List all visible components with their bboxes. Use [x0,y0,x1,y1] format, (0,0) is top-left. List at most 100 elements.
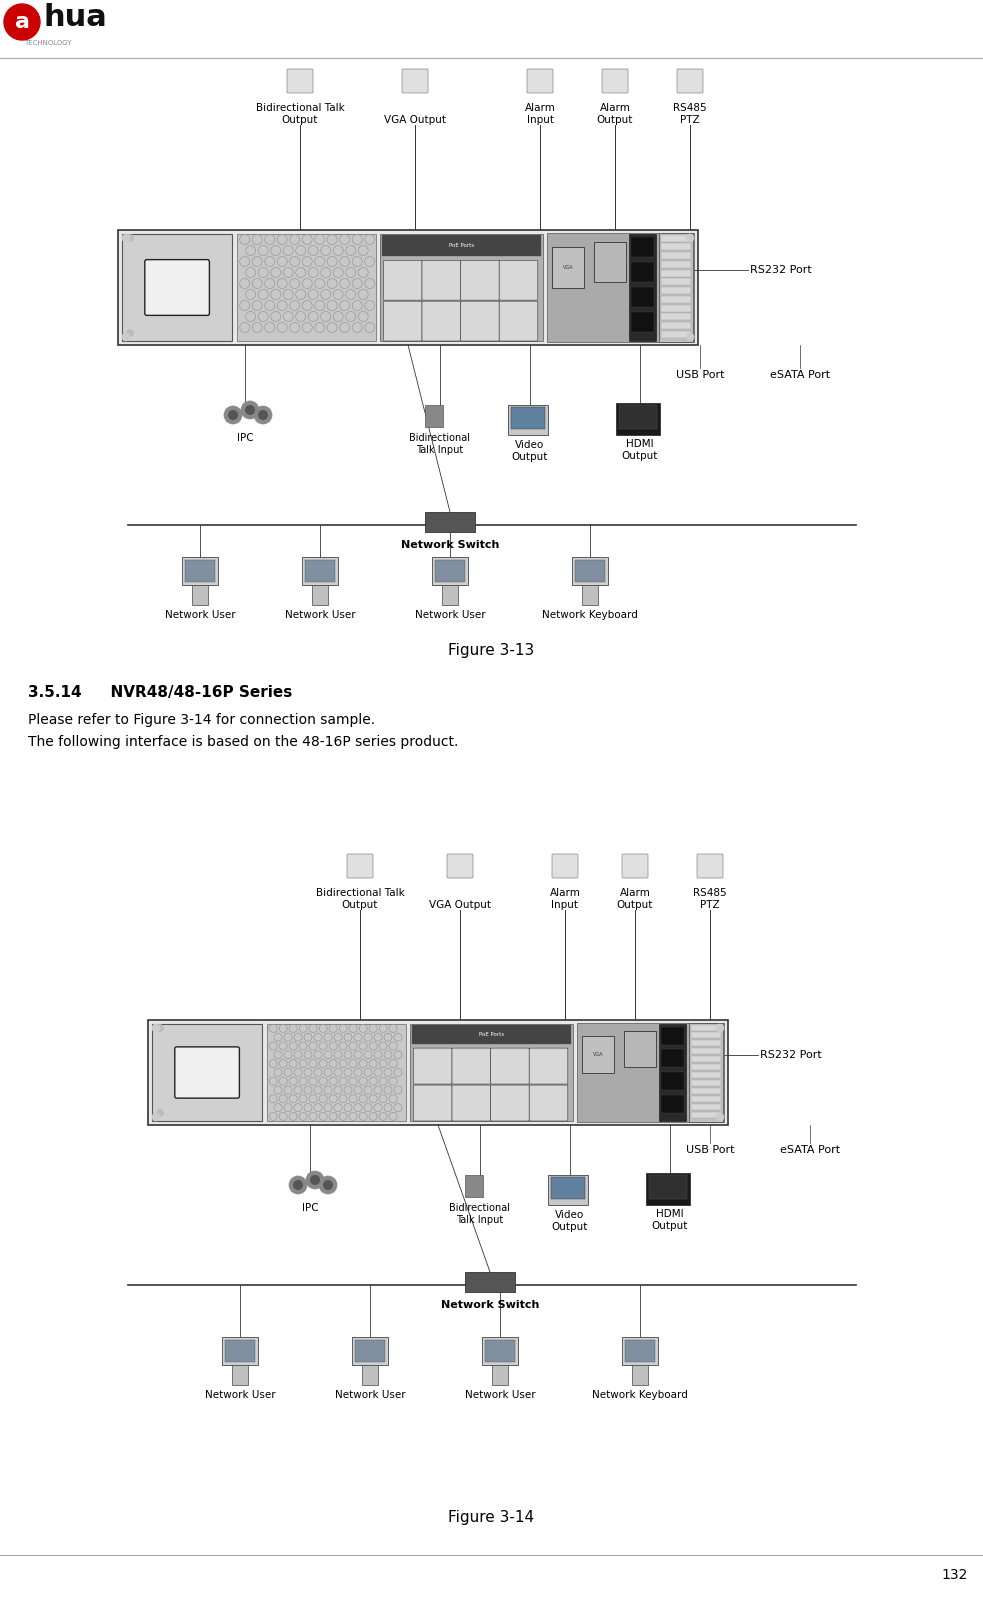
Text: Bidirectional Talk
Output: Bidirectional Talk Output [316,889,404,910]
FancyBboxPatch shape [659,233,693,342]
Text: RS485
PTZ: RS485 PTZ [673,104,707,125]
FancyBboxPatch shape [508,405,548,435]
FancyBboxPatch shape [485,1340,515,1362]
Circle shape [156,1025,163,1031]
FancyBboxPatch shape [551,1177,585,1199]
FancyBboxPatch shape [691,1095,721,1102]
FancyBboxPatch shape [452,1086,491,1121]
Text: eSATA Port: eSATA Port [770,369,830,381]
FancyBboxPatch shape [691,1047,721,1054]
FancyBboxPatch shape [616,403,660,435]
FancyBboxPatch shape [622,1337,658,1366]
FancyBboxPatch shape [661,313,690,320]
Text: RS232 Port: RS232 Port [750,265,812,275]
FancyBboxPatch shape [461,301,499,341]
FancyBboxPatch shape [267,1023,406,1121]
FancyBboxPatch shape [122,233,232,341]
FancyBboxPatch shape [631,312,654,333]
Circle shape [289,1175,307,1194]
Text: 3.5.14: 3.5.14 [28,684,82,700]
FancyBboxPatch shape [631,237,654,257]
Circle shape [156,1110,163,1116]
FancyBboxPatch shape [572,556,608,585]
Text: a: a [15,13,29,32]
FancyBboxPatch shape [582,1036,614,1073]
FancyBboxPatch shape [661,253,690,259]
Circle shape [122,233,130,241]
Text: Network User: Network User [165,609,235,620]
FancyBboxPatch shape [548,1175,588,1206]
Circle shape [319,1175,337,1194]
Circle shape [241,401,259,419]
Text: Please refer to Figure 3-14 for connection sample.: Please refer to Figure 3-14 for connecti… [28,713,376,728]
FancyBboxPatch shape [649,1175,687,1199]
Circle shape [323,1180,333,1190]
Text: RS232 Port: RS232 Port [760,1051,822,1060]
Circle shape [306,1170,324,1190]
FancyBboxPatch shape [577,1023,724,1122]
FancyBboxPatch shape [662,1027,684,1046]
Text: eSATA Port: eSATA Port [780,1145,840,1154]
Circle shape [716,1113,724,1121]
FancyBboxPatch shape [192,585,208,604]
FancyBboxPatch shape [594,241,626,281]
Circle shape [293,1180,303,1190]
FancyBboxPatch shape [422,261,461,301]
FancyBboxPatch shape [661,235,690,241]
Text: IPC: IPC [302,1202,318,1214]
FancyBboxPatch shape [383,261,422,301]
FancyBboxPatch shape [237,233,376,341]
Circle shape [127,235,134,241]
Text: Network Switch: Network Switch [440,1300,540,1310]
FancyBboxPatch shape [662,1049,684,1067]
FancyBboxPatch shape [691,1103,721,1110]
Circle shape [716,1023,724,1031]
FancyBboxPatch shape [380,233,543,341]
FancyBboxPatch shape [661,286,690,294]
FancyBboxPatch shape [691,1063,721,1070]
Circle shape [122,333,130,341]
FancyBboxPatch shape [662,1071,684,1091]
Text: Alarm
Input: Alarm Input [549,889,580,910]
FancyBboxPatch shape [691,1039,721,1046]
FancyBboxPatch shape [413,1025,571,1044]
FancyBboxPatch shape [402,69,428,93]
FancyBboxPatch shape [312,585,328,604]
FancyBboxPatch shape [529,1047,568,1084]
FancyBboxPatch shape [287,69,313,93]
FancyBboxPatch shape [492,1366,508,1385]
FancyBboxPatch shape [691,1055,721,1062]
FancyBboxPatch shape [527,69,553,93]
Text: Network User: Network User [465,1390,536,1401]
FancyBboxPatch shape [691,1111,721,1118]
FancyBboxPatch shape [442,585,458,604]
FancyBboxPatch shape [691,1025,721,1031]
FancyBboxPatch shape [661,278,690,285]
FancyBboxPatch shape [646,1174,690,1206]
Circle shape [152,1023,160,1031]
FancyBboxPatch shape [145,259,209,315]
Circle shape [224,406,242,424]
Text: Network Switch: Network Switch [401,540,499,550]
FancyBboxPatch shape [482,1337,518,1366]
FancyBboxPatch shape [422,301,461,341]
FancyBboxPatch shape [425,405,443,427]
FancyBboxPatch shape [447,854,473,878]
FancyBboxPatch shape [347,854,373,878]
Text: PoE Ports: PoE Ports [479,1031,504,1036]
Text: Network User: Network User [285,609,355,620]
Text: The following interface is based on the 48-16P series product.: The following interface is based on the … [28,736,458,748]
FancyBboxPatch shape [661,243,690,249]
FancyBboxPatch shape [225,1340,255,1362]
Text: Alarm
Output: Alarm Output [616,889,653,910]
FancyBboxPatch shape [414,1047,452,1084]
Text: VGA Output: VGA Output [429,900,491,910]
FancyBboxPatch shape [689,1023,723,1122]
Text: Network User: Network User [334,1390,405,1401]
Text: IPC: IPC [237,433,254,443]
FancyBboxPatch shape [175,1047,240,1099]
FancyBboxPatch shape [661,331,690,337]
FancyBboxPatch shape [632,1366,648,1385]
Text: Network User: Network User [204,1390,275,1401]
FancyBboxPatch shape [661,296,690,302]
